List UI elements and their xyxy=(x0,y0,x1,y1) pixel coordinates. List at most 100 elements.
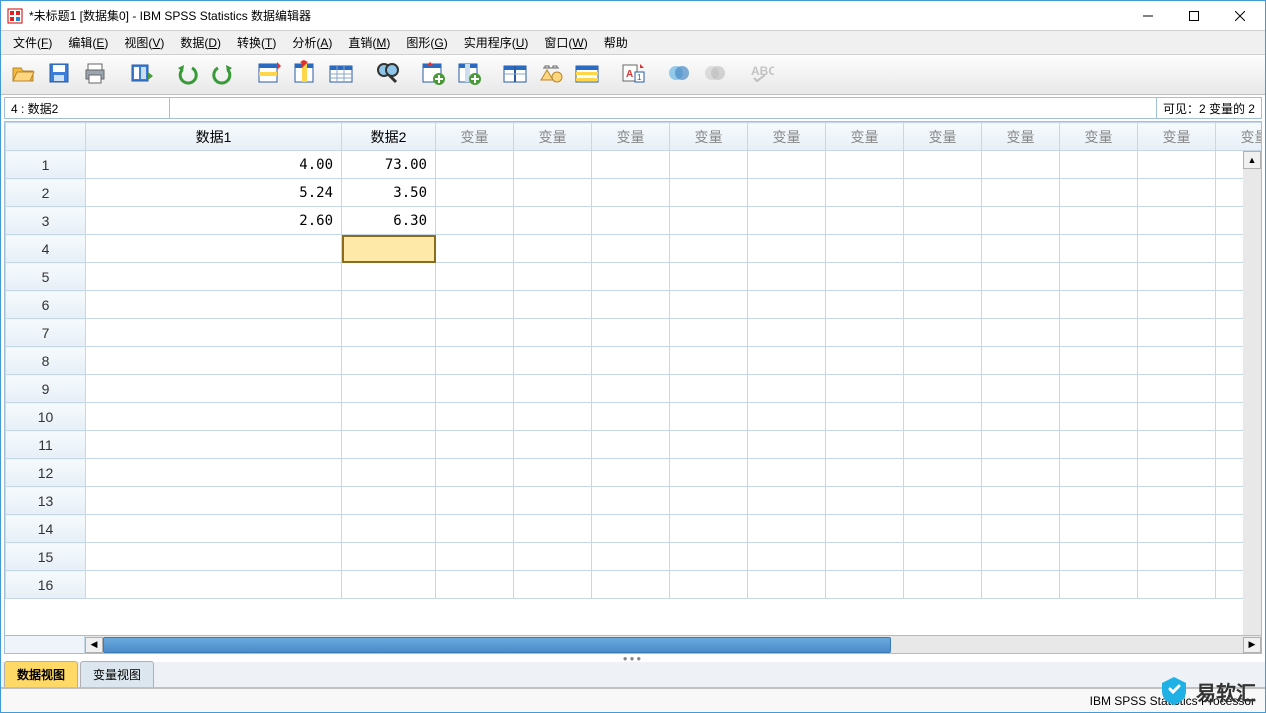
data-cell[interactable] xyxy=(514,263,592,291)
column-header[interactable]: 变量 xyxy=(436,123,514,151)
data-cell[interactable] xyxy=(904,347,982,375)
data-cell[interactable] xyxy=(982,235,1060,263)
data-cell[interactable] xyxy=(1060,291,1138,319)
data-cell[interactable] xyxy=(86,263,342,291)
menu-V[interactable]: 视图(V) xyxy=(116,32,172,53)
data-cell[interactable] xyxy=(436,431,514,459)
data-cell[interactable] xyxy=(1138,403,1216,431)
column-header[interactable]: 变量 xyxy=(1060,123,1138,151)
data-cell[interactable] xyxy=(514,543,592,571)
data-cell[interactable] xyxy=(670,375,748,403)
row-header[interactable]: 11 xyxy=(6,431,86,459)
data-cell[interactable] xyxy=(904,571,982,599)
data-cell[interactable] xyxy=(436,319,514,347)
column-header[interactable]: 变量 xyxy=(748,123,826,151)
data-cell[interactable] xyxy=(1060,347,1138,375)
data-cell[interactable] xyxy=(436,403,514,431)
data-cell[interactable] xyxy=(748,319,826,347)
row-header[interactable]: 7 xyxy=(6,319,86,347)
data-cell[interactable] xyxy=(1060,207,1138,235)
data-cell[interactable] xyxy=(748,375,826,403)
row-header[interactable]: 5 xyxy=(6,263,86,291)
close-button[interactable] xyxy=(1217,1,1263,30)
data-cell[interactable] xyxy=(982,347,1060,375)
recent-button[interactable] xyxy=(125,59,157,91)
menu-A[interactable]: 分析(A) xyxy=(284,32,340,53)
menu-M[interactable]: 直销(M) xyxy=(340,32,398,53)
data-cell[interactable] xyxy=(982,571,1060,599)
data-cell[interactable] xyxy=(748,459,826,487)
insert-var-button[interactable] xyxy=(453,59,485,91)
data-cell[interactable] xyxy=(342,571,436,599)
select-button[interactable] xyxy=(571,59,603,91)
data-cell[interactable] xyxy=(514,319,592,347)
data-cell[interactable] xyxy=(826,347,904,375)
data-cell[interactable] xyxy=(748,431,826,459)
data-cell[interactable] xyxy=(748,263,826,291)
resize-grip[interactable]: ●●● xyxy=(4,654,1262,662)
minimize-button[interactable] xyxy=(1125,1,1171,30)
row-header[interactable]: 3 xyxy=(6,207,86,235)
data-cell[interactable] xyxy=(826,431,904,459)
data-cell[interactable] xyxy=(342,375,436,403)
data-cell[interactable] xyxy=(342,487,436,515)
tab-变量视图[interactable]: 变量视图 xyxy=(80,661,154,687)
scroll-right-button[interactable]: ▶ xyxy=(1243,637,1261,653)
data-cell[interactable] xyxy=(342,291,436,319)
data-cell[interactable] xyxy=(904,207,982,235)
data-cell[interactable] xyxy=(904,543,982,571)
data-cell[interactable] xyxy=(514,431,592,459)
row-header[interactable]: 4 xyxy=(6,235,86,263)
data-cell[interactable] xyxy=(86,319,342,347)
data-cell[interactable] xyxy=(436,207,514,235)
data-cell[interactable] xyxy=(342,403,436,431)
data-cell[interactable] xyxy=(670,431,748,459)
menu-T[interactable]: 转换(T) xyxy=(229,32,284,53)
column-header[interactable]: 变量 xyxy=(1138,123,1216,151)
row-header[interactable]: 15 xyxy=(6,543,86,571)
data-cell[interactable] xyxy=(342,319,436,347)
data-cell[interactable] xyxy=(748,515,826,543)
data-cell[interactable] xyxy=(670,347,748,375)
data-cell[interactable] xyxy=(436,347,514,375)
data-cell[interactable] xyxy=(670,151,748,179)
data-grid[interactable]: 数据1数据2变量变量变量变量变量变量变量变量变量变量变量14.0073.0025… xyxy=(4,121,1262,636)
data-cell[interactable] xyxy=(1060,319,1138,347)
data-cell[interactable] xyxy=(592,207,670,235)
data-cell[interactable] xyxy=(86,515,342,543)
menu-D[interactable]: 数据(D) xyxy=(172,32,229,53)
data-cell[interactable] xyxy=(342,543,436,571)
data-cell[interactable] xyxy=(592,403,670,431)
data-cell[interactable] xyxy=(1138,375,1216,403)
data-cell[interactable] xyxy=(592,487,670,515)
data-cell[interactable] xyxy=(86,543,342,571)
data-cell[interactable] xyxy=(1138,487,1216,515)
data-cell[interactable]: 2.60 xyxy=(86,207,342,235)
data-cell[interactable] xyxy=(982,291,1060,319)
data-cell[interactable]: 5.24 xyxy=(86,179,342,207)
data-cell[interactable] xyxy=(1138,263,1216,291)
data-cell[interactable] xyxy=(1060,571,1138,599)
data-cell[interactable] xyxy=(982,515,1060,543)
data-cell[interactable] xyxy=(86,487,342,515)
column-header[interactable]: 变量 xyxy=(826,123,904,151)
data-cell[interactable] xyxy=(826,543,904,571)
data-cell[interactable] xyxy=(86,459,342,487)
data-cell[interactable] xyxy=(86,403,342,431)
data-cell[interactable] xyxy=(592,151,670,179)
data-cell[interactable] xyxy=(436,263,514,291)
data-cell[interactable] xyxy=(514,375,592,403)
data-cell[interactable] xyxy=(904,487,982,515)
data-cell[interactable] xyxy=(982,459,1060,487)
data-cell[interactable] xyxy=(1138,207,1216,235)
scroll-left-button[interactable]: ◀ xyxy=(85,637,103,653)
data-cell[interactable] xyxy=(592,571,670,599)
data-cell[interactable] xyxy=(904,235,982,263)
data-cell[interactable] xyxy=(982,207,1060,235)
data-cell[interactable] xyxy=(1060,487,1138,515)
data-cell[interactable] xyxy=(826,291,904,319)
row-header[interactable]: 2 xyxy=(6,179,86,207)
data-cell[interactable] xyxy=(826,207,904,235)
row-header[interactable]: 13 xyxy=(6,487,86,515)
data-cell[interactable] xyxy=(514,571,592,599)
